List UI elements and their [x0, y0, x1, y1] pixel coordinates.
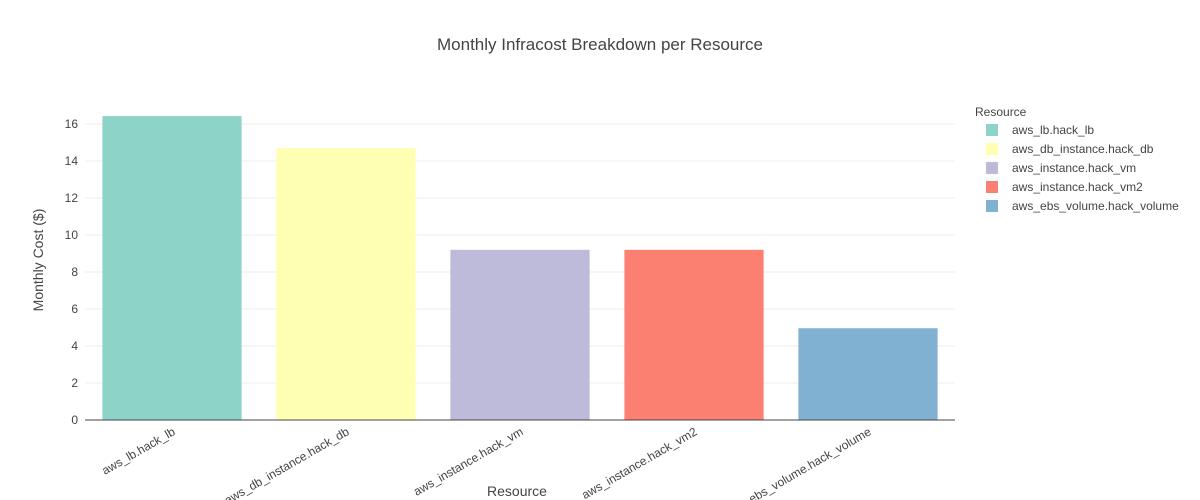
- y-tick-label: 4: [71, 339, 78, 353]
- legend-item-label: aws_ebs_volume.hack_volume: [1012, 199, 1179, 213]
- y-tick-label: 14: [65, 154, 79, 168]
- legend-item-label: aws_db_instance.hack_db: [1012, 142, 1154, 156]
- x-tick-label: aws_lb.hack_lb: [99, 424, 177, 477]
- y-tick-label: 0: [71, 413, 78, 427]
- y-tick-label: 10: [65, 228, 79, 242]
- y-axis-ticks: 0 2 4 6 8 10 12 14 16: [65, 117, 79, 427]
- legend-swatch: [986, 162, 998, 174]
- y-axis-title: Monthly Cost ($): [30, 209, 46, 312]
- x-tick-label: aws_ebs_volume.hack_volume: [722, 424, 874, 500]
- x-tick-label: aws_instance.hack_vm2: [579, 424, 700, 500]
- y-tick-label: 6: [71, 302, 78, 316]
- y-tick-label: 8: [71, 265, 78, 279]
- y-tick-label: 2: [71, 376, 78, 390]
- legend-item-label: aws_lb.hack_lb: [1012, 123, 1094, 137]
- x-axis-title: Resource: [487, 483, 547, 499]
- y-tick-label: 16: [65, 117, 79, 131]
- legend: Resource aws_lb.hack_lb aws_db_instance.h…: [975, 105, 1179, 213]
- bars: [102, 116, 938, 421]
- legend-swatch: [986, 143, 998, 155]
- bar: [276, 148, 416, 421]
- legend-item-label: aws_instance.hack_vm: [1012, 161, 1136, 175]
- legend-title: Resource: [975, 105, 1027, 119]
- legend-swatch: [986, 124, 998, 136]
- chart-title: Monthly Infracost Breakdown per Resource: [437, 35, 763, 54]
- legend-swatch: [986, 181, 998, 193]
- legend-swatch: [986, 200, 998, 212]
- bar: [450, 249, 590, 420]
- bar: [624, 249, 764, 420]
- legend-item-label: aws_instance.hack_vm2: [1012, 180, 1143, 194]
- bar: [798, 328, 938, 420]
- y-tick-label: 12: [65, 191, 79, 205]
- x-tick-label: aws_db_instance.hack_db: [222, 424, 352, 500]
- bar: [102, 116, 242, 421]
